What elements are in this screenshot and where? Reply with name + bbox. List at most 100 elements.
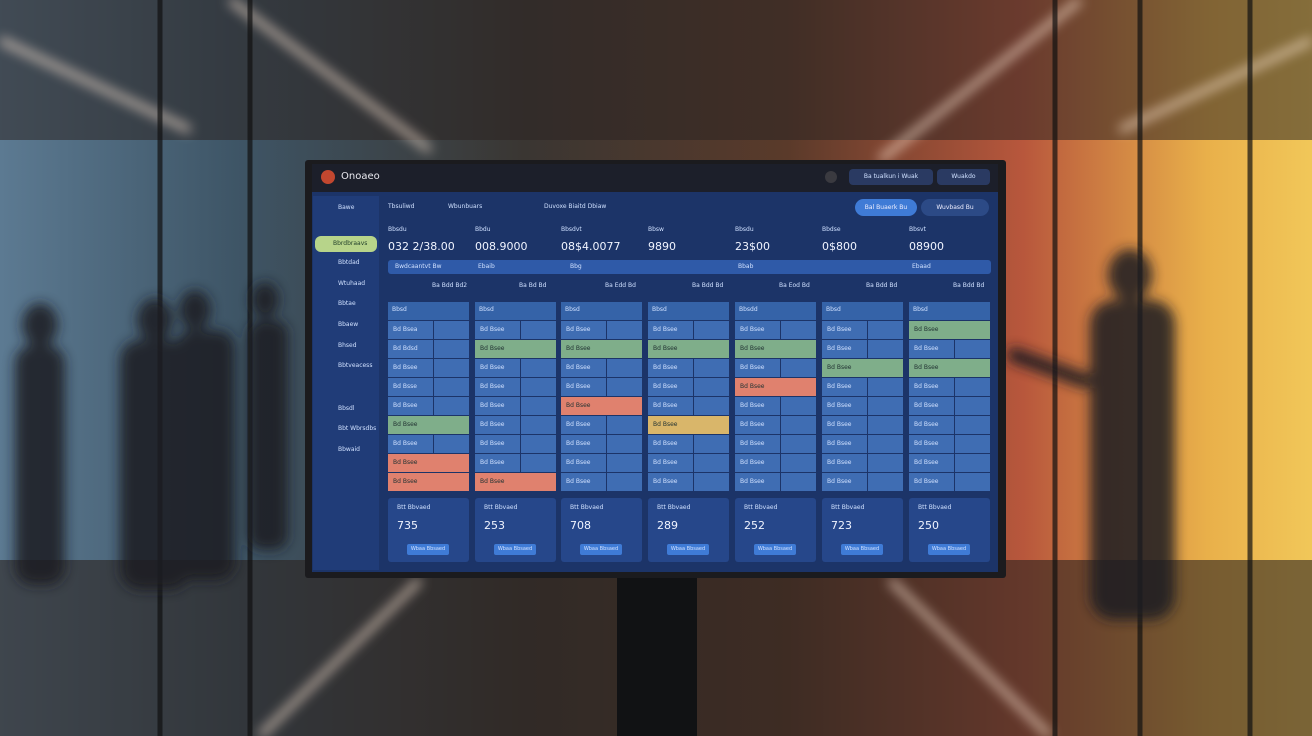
card-label: Btt Bbvaed	[744, 504, 778, 511]
column-title: Bbsd	[392, 306, 407, 313]
card-button[interactable]: Wbaa Bbsaed	[841, 544, 883, 555]
card-button[interactable]: Wbaa Bbsaed	[667, 544, 709, 555]
table-cell	[475, 397, 520, 415]
cell-label: Bd Bsee	[653, 364, 678, 371]
header-button[interactable]: Ba tualkun i Wuak	[849, 169, 933, 185]
cell-label: Bd Bsea	[393, 326, 418, 333]
column-header	[735, 302, 816, 320]
table-cell	[868, 473, 903, 491]
table-cell	[475, 378, 520, 396]
subhead: Ba Eod Bd	[779, 282, 810, 289]
card-button[interactable]: Wbaa Bbsaed	[928, 544, 970, 555]
cell-label: Bd Bdsd	[393, 345, 418, 352]
table-cell	[521, 454, 556, 472]
table-cell	[909, 473, 954, 491]
table-cell	[521, 359, 556, 377]
sidebar-item[interactable]: Bbwaid	[338, 446, 360, 453]
filter-item[interactable]: Bbab	[738, 263, 754, 270]
cell-label: Bd Bsee	[914, 402, 939, 409]
sidebar-item[interactable]: Bbt Wbrsdbs	[338, 425, 377, 432]
cell-label: Bd Bsee	[914, 326, 939, 333]
sidebar-item[interactable]: Bawe	[338, 204, 355, 211]
card-value: 723	[831, 519, 852, 532]
column-title: Bbsdd	[739, 306, 758, 313]
cell-label: Bd Bsee	[566, 402, 591, 409]
stat-label: Bbdse	[822, 226, 841, 233]
table-cell	[388, 416, 469, 434]
column-header	[475, 302, 556, 320]
table-cell	[607, 321, 642, 339]
column-title: Bbsd	[913, 306, 928, 313]
table-cell	[434, 397, 469, 415]
sidebar-item[interactable]: Bbtveacess	[338, 362, 373, 369]
subhead: Ba Bdd Bd	[953, 282, 985, 289]
table-cell	[955, 473, 990, 491]
toolbar-tab[interactable]: Tbsuliwd	[388, 203, 415, 210]
card-button[interactable]: Wbaa Bbsaed	[494, 544, 536, 555]
filter-item[interactable]: Ebaad	[912, 263, 931, 270]
cell-label: Bd Bsee	[480, 383, 505, 390]
card-value: 253	[484, 519, 505, 532]
table-cell	[955, 454, 990, 472]
table-cell	[781, 454, 816, 472]
cell-label: Bd Bsee	[393, 478, 418, 485]
table-cell	[735, 321, 780, 339]
filter-item[interactable]: Bbg	[570, 263, 582, 270]
toolbar-action[interactable]: Bal Buaerk Bu	[855, 199, 917, 216]
table-cell	[521, 397, 556, 415]
toolbar-action[interactable]: Wuvbasd Bu	[921, 199, 989, 216]
cell-label: Bd Bsee	[393, 402, 418, 409]
card-button[interactable]: Wbaa Bbsaed	[754, 544, 796, 555]
table-cell	[607, 416, 642, 434]
card-button[interactable]: Wbaa Bbsaed	[407, 544, 449, 555]
table-cell	[388, 321, 433, 339]
table-cell	[868, 435, 903, 453]
card-button[interactable]: Wbaa Bbsaed	[580, 544, 622, 555]
table-cell	[521, 435, 556, 453]
sidebar-item[interactable]: Bbaew	[338, 321, 359, 328]
table-cell	[607, 359, 642, 377]
sidebar-item[interactable]: Bhsed	[338, 342, 357, 349]
header-button[interactable]: Wuakdo	[937, 169, 990, 185]
table-cell	[521, 321, 556, 339]
table-cell	[781, 416, 816, 434]
cell-label: Bd Bsee	[827, 478, 852, 485]
table-cell	[648, 435, 693, 453]
cell-label: Bd Bsee	[480, 364, 505, 371]
cell-label: Bd Bsee	[480, 459, 505, 466]
filter-item[interactable]: Bwdcaantvt Bw	[395, 263, 442, 270]
cell-label: Bd Bsee	[740, 383, 765, 390]
card-value: 250	[918, 519, 939, 532]
table-cell	[822, 378, 867, 396]
filter-item[interactable]: Ebaib	[478, 263, 495, 270]
people-silhouettes	[15, 249, 1175, 620]
sidebar-item[interactable]: Bbsdl	[338, 405, 355, 412]
sidebar-item[interactable]: Wtuhaad	[338, 280, 366, 287]
toolbar-tab[interactable]: Duvoxe Biaitd Dbiaw	[544, 203, 607, 210]
subhead: Ba Bdd Bd2	[432, 282, 468, 289]
sidebar-item-active[interactable]: Bbrdbraavs	[315, 236, 377, 252]
table-cell	[561, 359, 606, 377]
sidebar-item[interactable]: Bbtae	[338, 300, 356, 307]
table-cell	[694, 359, 729, 377]
cell-label: Bd Bsee	[566, 364, 591, 371]
sidebar-item[interactable]: Bbtdad	[338, 259, 360, 266]
cell-label: Bd Bsee	[914, 421, 939, 428]
stat-label: Bbsdu	[735, 226, 754, 233]
table-cell	[909, 340, 954, 358]
toolbar-tab[interactable]: Wbunbuars	[448, 203, 483, 210]
cell-label: Bd Bsee	[827, 326, 852, 333]
filter-bar	[388, 260, 991, 274]
cell-label: Bd Bsse	[393, 383, 417, 390]
table-cell	[694, 397, 729, 415]
table-cell	[561, 321, 606, 339]
cell-label: Bd Bsee	[653, 478, 678, 485]
monitor-stand	[617, 576, 697, 736]
table-cell	[648, 454, 693, 472]
table-cell	[561, 435, 606, 453]
stat-label: Bbdu	[475, 226, 491, 233]
cell-label: Bd Bsee	[393, 459, 418, 466]
table-cell	[868, 340, 903, 358]
table-cell	[561, 454, 606, 472]
table-cell	[475, 435, 520, 453]
